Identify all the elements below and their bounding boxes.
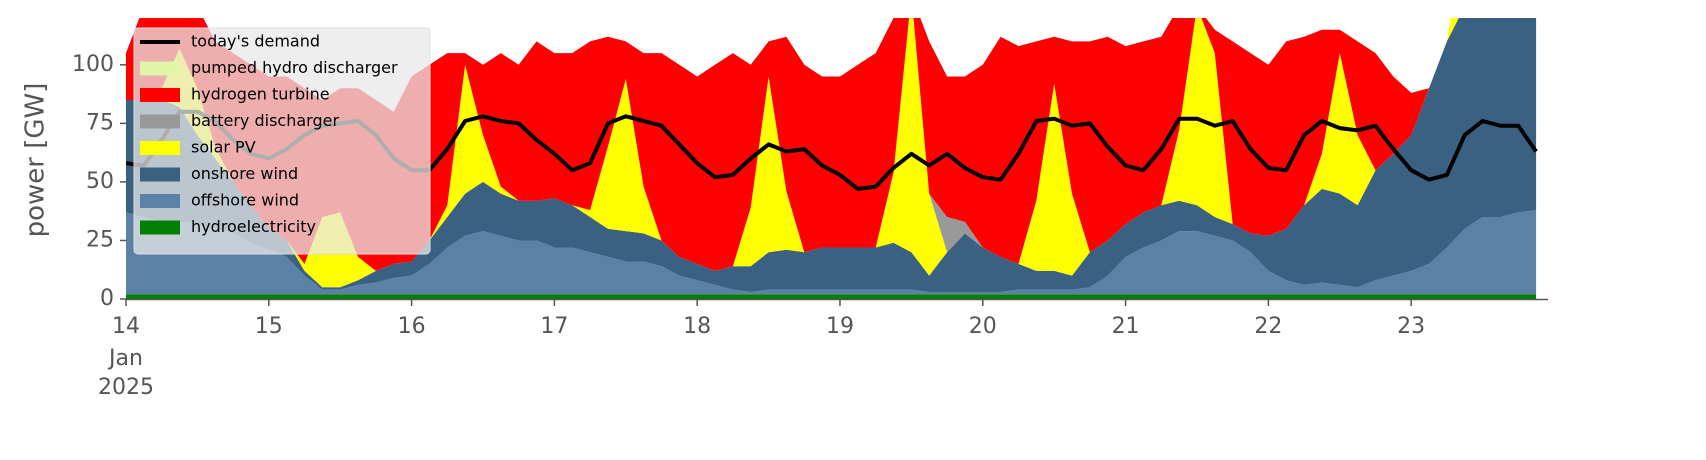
y-tick-label: 0 bbox=[100, 286, 114, 311]
y-tick-label: 50 bbox=[86, 169, 114, 194]
x-tick-label: 17 bbox=[540, 314, 568, 339]
legend-swatch bbox=[140, 88, 180, 102]
area-5 bbox=[126, 18, 1537, 292]
y-tick-label: 75 bbox=[86, 110, 114, 135]
x-tick-label: 19 bbox=[826, 314, 854, 339]
legend-swatch bbox=[140, 141, 180, 155]
axes: 0 25 50 75 100 14 15 16 17 18 19 20 21 22 23 Jan 2025 bbox=[72, 52, 1548, 400]
x-date-label: Jan bbox=[107, 346, 143, 371]
x-date-label: 2025 bbox=[98, 375, 154, 400]
y-tick-label: 100 bbox=[72, 52, 114, 77]
legend-label: today's demand bbox=[191, 32, 320, 51]
legend-label: battery discharger bbox=[191, 111, 339, 130]
legend-label: onshore wind bbox=[191, 164, 298, 183]
x-tick-label: 22 bbox=[1254, 314, 1282, 339]
area-4 bbox=[126, 18, 1459, 288]
x-tick-label: 20 bbox=[969, 314, 997, 339]
legend-swatch bbox=[140, 194, 180, 208]
x-tick-label: 21 bbox=[1112, 314, 1140, 339]
legend-label: solar PV bbox=[191, 138, 256, 157]
x-tick-label: 18 bbox=[683, 314, 711, 339]
area-7 bbox=[126, 294, 1537, 299]
legend-swatch bbox=[140, 220, 180, 235]
area-6 bbox=[126, 210, 1537, 295]
x-tick-label: 15 bbox=[255, 314, 283, 339]
legend-label: hydrogen turbine bbox=[191, 85, 330, 104]
legend-label: offshore wind bbox=[191, 191, 299, 210]
legend-swatch bbox=[140, 167, 180, 182]
x-tick-label: 14 bbox=[112, 314, 140, 339]
legend-swatch bbox=[140, 114, 180, 129]
x-tick-label: 23 bbox=[1397, 314, 1425, 339]
y-axis-label: power [GW] bbox=[21, 83, 51, 238]
legend: today's demand pumped hydro discharger hyd… bbox=[133, 27, 431, 255]
legend-label: hydroelectricity bbox=[191, 217, 316, 236]
area-2 bbox=[126, 18, 1451, 271]
legend-swatch bbox=[140, 61, 180, 76]
x-tick-label: 16 bbox=[398, 314, 426, 339]
legend-label: pumped hydro discharger bbox=[191, 58, 398, 77]
legend-box bbox=[133, 27, 431, 255]
y-tick-label: 25 bbox=[86, 227, 114, 252]
